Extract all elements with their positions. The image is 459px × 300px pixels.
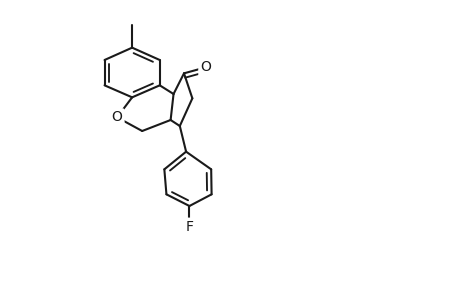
Text: F: F — [185, 220, 193, 234]
Text: O: O — [112, 110, 122, 124]
Text: O: O — [200, 60, 211, 74]
